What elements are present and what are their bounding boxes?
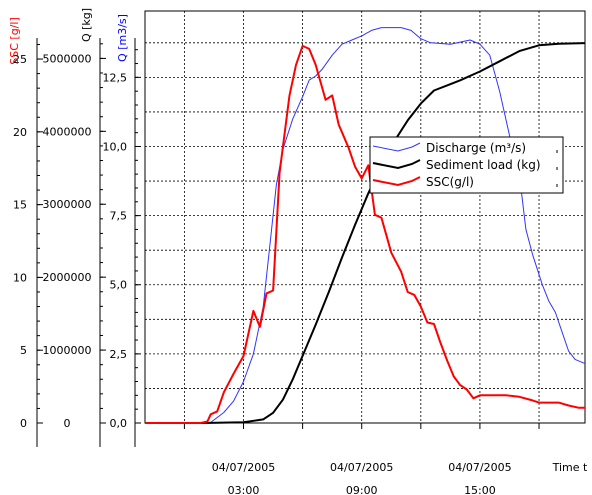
y-tick-label-q: 5,0	[110, 279, 128, 292]
y-tick-label-load: 2000000	[43, 271, 92, 284]
y-tick-label-ssc: 5	[20, 344, 27, 357]
legend-label-load: Sediment load (kg)	[426, 158, 541, 172]
x-tick-label-time: 09:00	[346, 484, 378, 495]
series-line-q	[145, 27, 586, 424]
x-tick-label-time: 15:00	[464, 484, 496, 495]
legend-swatch-q	[372, 142, 421, 152]
x-tick-label-time: 03:00	[228, 484, 260, 495]
y-tick-label-load: 3000000	[43, 198, 92, 211]
x-axis-title: Time t	[552, 461, 588, 474]
y-axis-title-q: Q [m3/s]	[116, 14, 129, 62]
x-tick-label-date: 04/07/2005	[330, 461, 393, 474]
y-tick-label-ssc: 0	[20, 417, 27, 430]
y-axis-title-ssc: SSC [g/l]	[8, 17, 21, 64]
y-tick-label-q: 0,0	[110, 417, 128, 430]
legend-swatch-load	[372, 159, 421, 170]
grid	[145, 11, 585, 423]
y-axis-title-load: Q [kg]	[80, 8, 93, 42]
x-tick-label-date: 04/07/2005	[212, 461, 275, 474]
y-tick-label-q: 7,5	[110, 210, 128, 223]
y-tick-label-ssc: 25	[13, 53, 27, 66]
y-tick-label-ssc: 20	[13, 126, 27, 139]
legend-label-ssc: SSC(g/l)	[426, 175, 474, 189]
series-line-ssc	[145, 44, 585, 424]
y-tick-label-load: 5000000	[43, 52, 92, 65]
plot-area	[144, 10, 586, 424]
legend: Discharge (m³/s) Sediment load (kg) SSC(g/…	[369, 136, 564, 194]
y-tick-label-q: 12,5	[103, 71, 128, 84]
y-tick-label-load: 4000000	[43, 125, 92, 138]
legend-label-q: Discharge (m³/s)	[426, 141, 526, 155]
axes: 04/07/2005 03:00 04/07/2005 09:00 04/07/2005…	[8, 8, 588, 495]
y-tick-label-q: 2,5	[110, 348, 128, 361]
y-tick-label-load: 1000000	[43, 344, 92, 357]
y-tick-label-q: 10,0	[103, 140, 128, 153]
y-tick-label-load: 0	[64, 417, 71, 430]
legend-swatch-ssc	[372, 176, 421, 187]
x-tick-label-date: 04/07/2005	[448, 461, 511, 474]
y-tick-label-ssc: 15	[13, 199, 27, 212]
y-tick-label-ssc: 10	[13, 271, 27, 284]
